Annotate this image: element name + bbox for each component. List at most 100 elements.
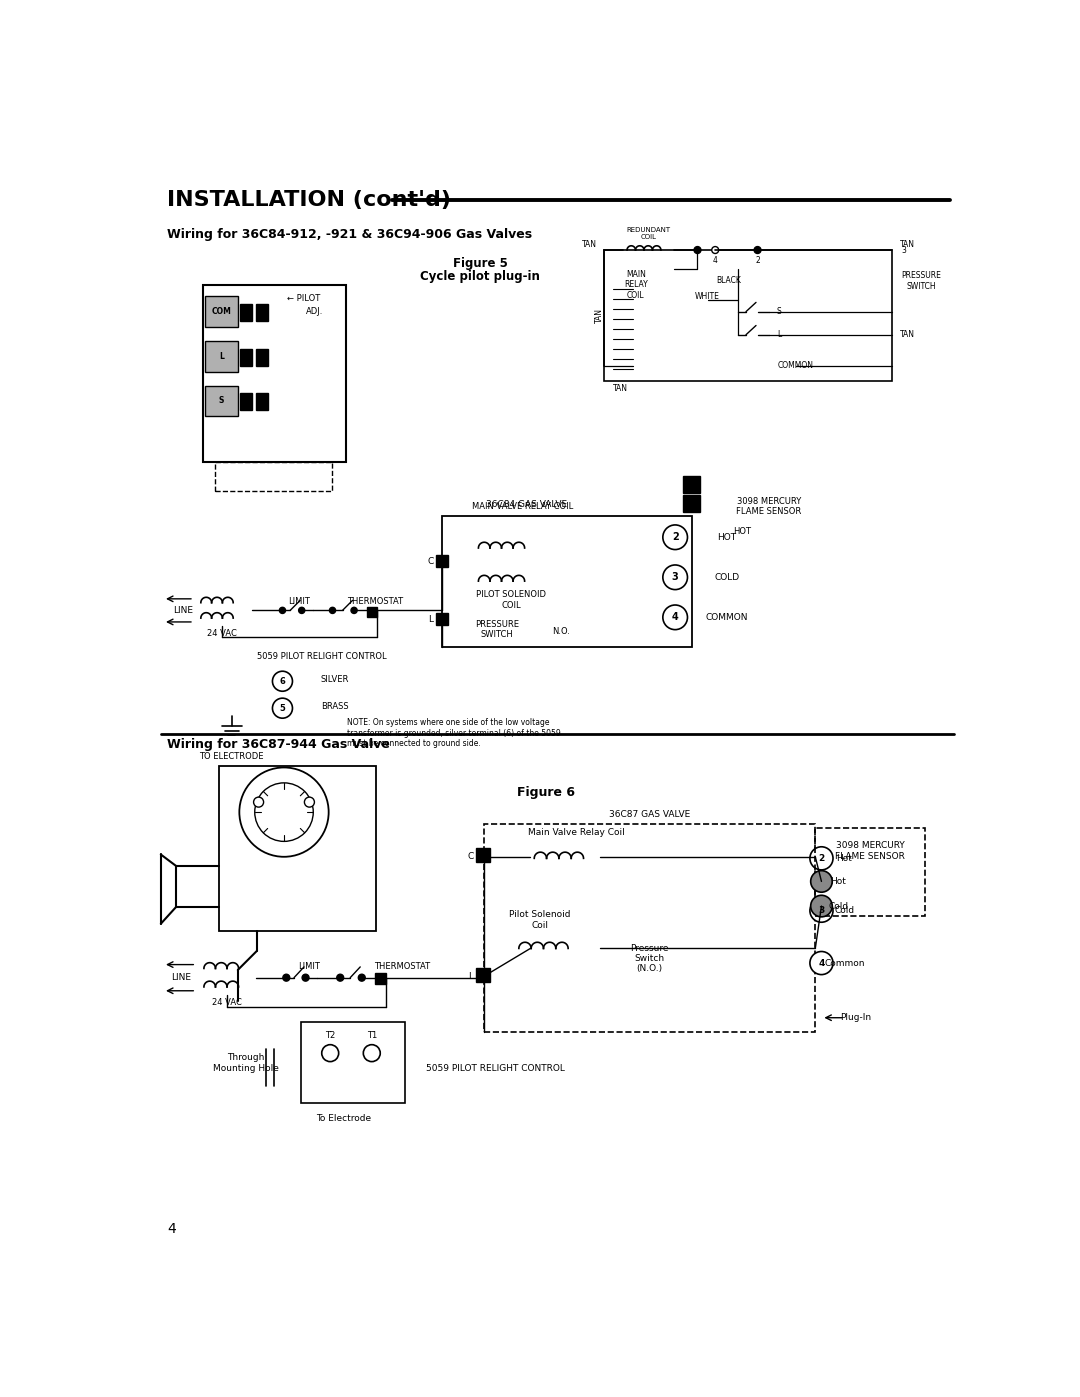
Text: 4: 4 — [713, 256, 717, 265]
Text: ADJ.: ADJ. — [306, 307, 324, 316]
Text: Hot: Hot — [837, 854, 852, 863]
Text: Pressure
Switch
(N.O.): Pressure Switch (N.O.) — [631, 943, 669, 974]
Text: THERMOSTAT: THERMOSTAT — [374, 963, 430, 971]
Circle shape — [280, 608, 285, 613]
Text: COMMON: COMMON — [705, 613, 748, 622]
Text: T2: T2 — [325, 1031, 335, 1039]
Text: 5059 PILOT RELIGHT CONTROL: 5059 PILOT RELIGHT CONTROL — [426, 1065, 565, 1073]
Bar — [205, 341, 238, 372]
Text: 4: 4 — [167, 1222, 176, 1236]
Text: TAN: TAN — [595, 307, 604, 323]
Bar — [215, 462, 332, 490]
Text: Hot: Hot — [831, 877, 847, 886]
Bar — [205, 296, 238, 327]
Text: 6: 6 — [280, 676, 285, 686]
Bar — [683, 475, 700, 493]
Circle shape — [299, 608, 305, 613]
Text: Through
Mounting Hole: Through Mounting Hole — [213, 1053, 279, 1073]
Text: Cycle pilot plug-in: Cycle pilot plug-in — [420, 271, 540, 284]
Text: L: L — [468, 972, 473, 981]
Circle shape — [663, 525, 688, 549]
Text: SILVER: SILVER — [321, 675, 349, 685]
Text: Cold: Cold — [828, 901, 849, 911]
Bar — [683, 495, 700, 511]
Circle shape — [810, 900, 833, 922]
Circle shape — [811, 895, 833, 916]
Text: COLD: COLD — [714, 573, 740, 581]
Circle shape — [810, 951, 833, 975]
Circle shape — [329, 608, 336, 613]
Text: HOT: HOT — [717, 532, 737, 542]
Text: Plug-In: Plug-In — [840, 1013, 870, 1023]
Text: MAIN VALVE RELAY COIL: MAIN VALVE RELAY COIL — [472, 502, 573, 511]
Bar — [484, 824, 815, 1031]
Circle shape — [283, 974, 289, 981]
Bar — [375, 974, 386, 983]
Circle shape — [305, 798, 314, 807]
Text: L: L — [219, 352, 224, 360]
Circle shape — [255, 782, 313, 841]
Text: LINE: LINE — [173, 606, 193, 615]
Bar — [256, 393, 268, 411]
Bar — [435, 613, 448, 624]
Text: NOTE: On systems where one side of the low voltage
transformer is grounded, silv: NOTE: On systems where one side of the l… — [347, 718, 561, 747]
Circle shape — [254, 798, 264, 807]
Text: L: L — [428, 615, 433, 624]
Circle shape — [302, 974, 309, 981]
Circle shape — [754, 246, 761, 253]
Text: 3: 3 — [902, 246, 906, 254]
Text: 36C84 GAS VALVE: 36C84 GAS VALVE — [486, 500, 567, 509]
Bar — [815, 827, 924, 916]
Text: ← PILOT: ← PILOT — [286, 293, 320, 303]
Text: Pilot Solenoid
Coil: Pilot Solenoid Coil — [509, 911, 570, 929]
Circle shape — [712, 246, 718, 253]
Text: PRESSURE
SWITCH: PRESSURE SWITCH — [475, 620, 519, 640]
Bar — [240, 393, 253, 411]
Text: THERMOSTAT: THERMOSTAT — [347, 597, 403, 606]
Text: LINE: LINE — [171, 974, 191, 982]
Bar — [240, 349, 253, 366]
Text: TAN: TAN — [582, 240, 597, 249]
Text: L: L — [777, 330, 781, 339]
Text: C: C — [428, 557, 433, 566]
Circle shape — [272, 698, 293, 718]
Text: 24 VAC: 24 VAC — [212, 997, 242, 1007]
Text: TAN: TAN — [613, 384, 627, 393]
Text: Figure 6: Figure 6 — [517, 787, 575, 799]
Text: PILOT SOLENOID: PILOT SOLENOID — [476, 590, 546, 599]
Text: COMMON: COMMON — [778, 360, 814, 370]
Bar — [218, 766, 377, 932]
Text: MAIN
RELAY
COIL: MAIN RELAY COIL — [624, 270, 648, 299]
Text: 2: 2 — [819, 854, 825, 863]
Text: PRESSURE
SWITCH: PRESSURE SWITCH — [902, 271, 942, 291]
Circle shape — [811, 870, 833, 893]
Text: To Electrode: To Electrode — [315, 1113, 370, 1123]
Text: INSTALLATION (cont'd): INSTALLATION (cont'd) — [167, 190, 451, 210]
Text: REDUNDANT
COIL: REDUNDANT COIL — [626, 226, 671, 240]
Text: COM: COM — [212, 307, 231, 316]
Circle shape — [694, 246, 701, 253]
Circle shape — [810, 847, 833, 870]
Text: 24 VAC: 24 VAC — [207, 629, 238, 638]
Text: BLACK: BLACK — [716, 277, 741, 285]
Text: C: C — [468, 852, 473, 862]
Text: S: S — [219, 397, 225, 405]
Text: 5: 5 — [280, 704, 285, 712]
Text: 2: 2 — [672, 532, 678, 542]
Text: T1: T1 — [366, 1031, 377, 1039]
Bar — [256, 349, 268, 366]
Circle shape — [322, 1045, 339, 1062]
Text: 3: 3 — [819, 907, 825, 915]
Bar — [205, 386, 238, 416]
Text: TO ELECTRODE: TO ELECTRODE — [200, 752, 264, 761]
Circle shape — [359, 974, 365, 981]
Circle shape — [272, 671, 293, 692]
Circle shape — [663, 605, 688, 630]
Circle shape — [663, 564, 688, 590]
Circle shape — [363, 1045, 380, 1062]
Text: Main Valve Relay Coil: Main Valve Relay Coil — [528, 828, 625, 837]
Text: HOT: HOT — [733, 527, 752, 535]
Text: 4: 4 — [819, 958, 825, 968]
Text: TAN: TAN — [901, 330, 915, 339]
Text: Common: Common — [824, 958, 865, 968]
